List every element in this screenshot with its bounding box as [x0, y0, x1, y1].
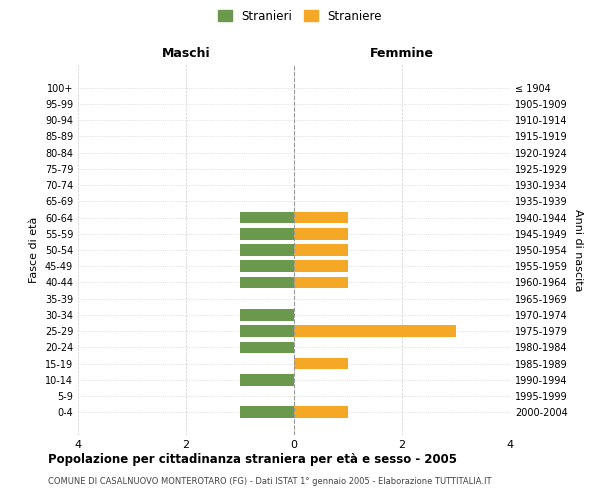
Bar — [294, 276, 348, 288]
Legend: Stranieri, Straniere: Stranieri, Straniere — [213, 5, 387, 28]
Bar — [240, 342, 294, 353]
Bar — [294, 326, 456, 337]
Bar — [294, 358, 348, 370]
Bar — [240, 260, 294, 272]
Bar — [294, 244, 348, 256]
Bar — [240, 276, 294, 288]
Bar — [240, 309, 294, 321]
Bar — [240, 244, 294, 256]
Y-axis label: Anni di nascita: Anni di nascita — [573, 209, 583, 291]
Text: COMUNE DI CASALNUOVO MONTEROTARO (FG) - Dati ISTAT 1° gennaio 2005 - Elaborazion: COMUNE DI CASALNUOVO MONTEROTARO (FG) - … — [48, 478, 491, 486]
Y-axis label: Fasce di età: Fasce di età — [29, 217, 39, 283]
Text: Popolazione per cittadinanza straniera per età e sesso - 2005: Popolazione per cittadinanza straniera p… — [48, 452, 457, 466]
Bar — [240, 406, 294, 418]
Bar — [240, 374, 294, 386]
Bar — [294, 406, 348, 418]
Bar — [240, 212, 294, 224]
Bar — [294, 212, 348, 224]
Bar — [240, 326, 294, 337]
Bar — [294, 260, 348, 272]
Bar — [240, 228, 294, 239]
Bar — [294, 228, 348, 239]
